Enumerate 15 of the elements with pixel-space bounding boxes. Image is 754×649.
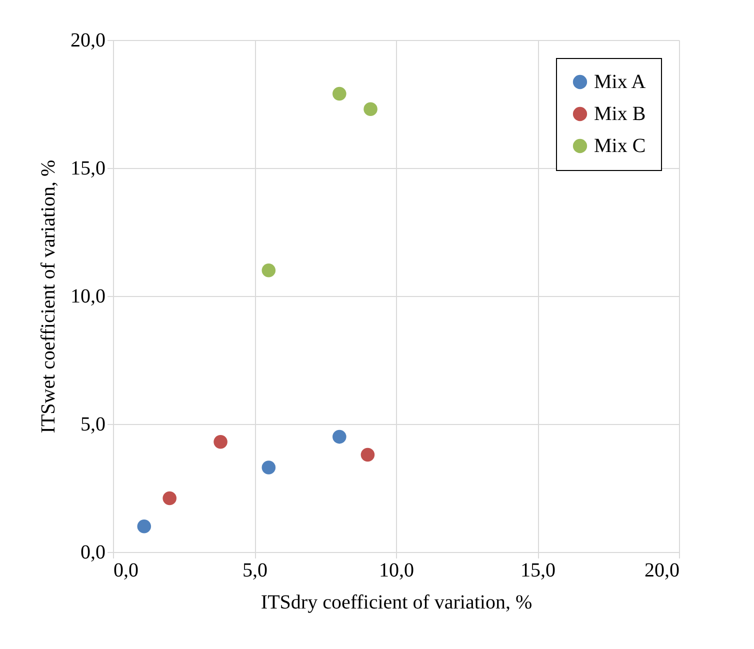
y-tick-label: 0,0 — [80, 542, 106, 564]
y-axis-title: ITSwet coefficient of variation, % — [38, 160, 60, 434]
y-tick-label: 5,0 — [80, 414, 106, 436]
x-tick-label: 5,0 — [242, 560, 268, 582]
legend-label: Mix B — [594, 103, 646, 125]
x-tick-label: 0,0 — [114, 560, 138, 582]
x-axis-title: ITSdry coefficient of variation, % — [260, 592, 532, 614]
y-tick-label: 20,0 — [70, 30, 106, 52]
x-tick-label: 15,0 — [520, 560, 556, 582]
y-tick-label: 10,0 — [70, 286, 106, 308]
x-tick-label: 20,0 — [644, 560, 680, 582]
x-tick-label: 10,0 — [379, 560, 414, 582]
y-tick-label: 15,0 — [70, 158, 106, 180]
legend-label: Mix A — [594, 71, 646, 93]
legend-label: Mix C — [594, 135, 646, 157]
